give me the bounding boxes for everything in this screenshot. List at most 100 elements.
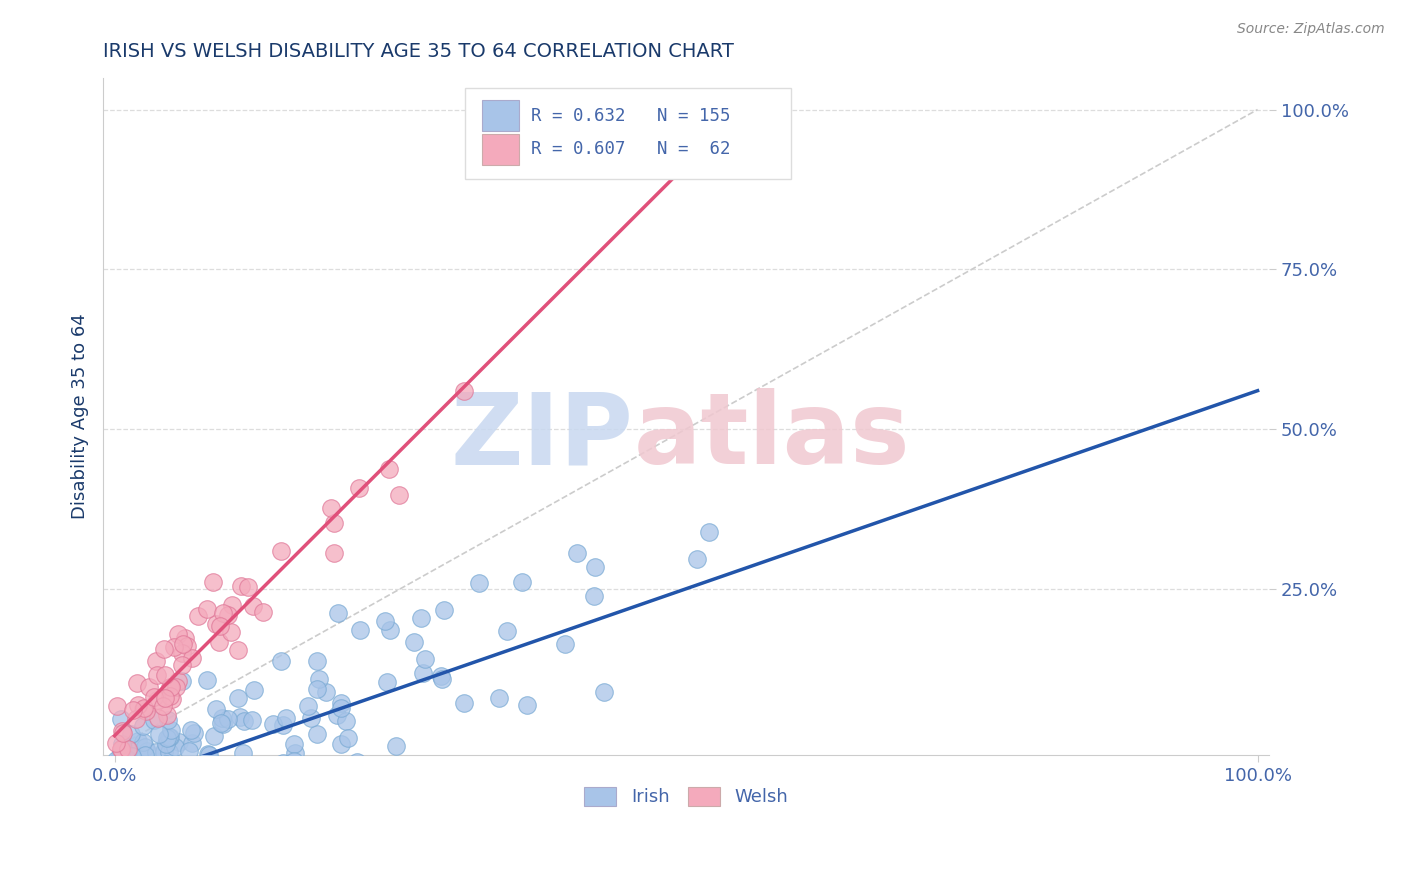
Point: [375, 675, 398, 690]
Point: [229, 766, 252, 780]
Point: [124, 772, 146, 786]
FancyBboxPatch shape: [482, 100, 519, 131]
Point: [252, 605, 274, 619]
Point: [166, 773, 188, 788]
Point: [219, 624, 242, 639]
Point: [200, 773, 222, 788]
Point: [117, 752, 139, 766]
Point: [197, 773, 219, 788]
Text: atlas: atlas: [634, 388, 910, 485]
Point: [453, 697, 475, 711]
Point: [143, 690, 166, 705]
Point: [138, 680, 160, 694]
Point: [110, 741, 132, 756]
Point: [145, 745, 167, 759]
Point: [157, 746, 180, 760]
Point: [114, 773, 136, 788]
Point: [165, 760, 187, 774]
Point: [104, 773, 127, 788]
Point: [217, 712, 239, 726]
Point: [121, 765, 143, 780]
Point: [150, 773, 173, 788]
Point: [204, 617, 226, 632]
Point: [105, 698, 128, 713]
Point: [208, 619, 231, 633]
Point: [209, 715, 232, 730]
Point: [242, 683, 264, 698]
Point: [402, 635, 425, 649]
Point: [273, 718, 295, 732]
Point: [271, 756, 294, 770]
Point: [125, 676, 148, 690]
Point: [262, 717, 284, 731]
Point: [128, 773, 150, 788]
Point: [167, 627, 190, 641]
Point: [124, 773, 146, 788]
Point: [488, 691, 510, 706]
Point: [232, 747, 254, 761]
Point: [233, 714, 256, 728]
Point: [159, 689, 181, 703]
Point: [212, 606, 235, 620]
Point: [346, 755, 368, 769]
Point: [582, 590, 605, 604]
Point: [305, 681, 328, 696]
Point: [307, 727, 329, 741]
Point: [228, 773, 250, 788]
Point: [172, 657, 194, 672]
Point: [110, 746, 132, 760]
Point: [149, 773, 172, 788]
Point: [697, 525, 720, 540]
Point: [226, 691, 249, 706]
Point: [114, 773, 136, 788]
Point: [112, 725, 135, 739]
Point: [117, 741, 139, 756]
Point: [240, 713, 263, 727]
Point: [132, 701, 155, 715]
Point: [155, 773, 177, 788]
Point: [686, 552, 709, 566]
Point: [433, 602, 456, 616]
Point: [146, 692, 169, 706]
Point: [131, 773, 153, 788]
Point: [329, 701, 352, 715]
Point: [252, 762, 274, 776]
Point: [152, 699, 174, 714]
Point: [299, 711, 322, 725]
Point: [120, 773, 142, 788]
Point: [207, 634, 229, 648]
Text: ZIP: ZIP: [451, 388, 634, 485]
Point: [125, 771, 148, 785]
Point: [323, 546, 346, 560]
Point: [187, 762, 209, 776]
Text: R = 0.632   N = 155: R = 0.632 N = 155: [531, 106, 731, 125]
Point: [274, 711, 297, 725]
Point: [177, 744, 200, 758]
Point: [111, 740, 134, 755]
Point: [121, 703, 143, 717]
Point: [308, 672, 330, 686]
Point: [201, 575, 224, 590]
Point: [322, 516, 344, 530]
Point: [111, 724, 134, 739]
Point: [593, 685, 616, 699]
Point: [385, 739, 408, 753]
Point: [205, 701, 228, 715]
Point: [326, 708, 349, 723]
Point: [163, 640, 186, 655]
FancyBboxPatch shape: [482, 134, 519, 165]
Point: [127, 773, 149, 788]
Point: [284, 747, 307, 761]
Point: [108, 773, 131, 788]
Point: [156, 731, 179, 746]
Point: [114, 773, 136, 788]
Point: [111, 737, 134, 751]
Point: [153, 745, 176, 759]
Point: [108, 751, 131, 765]
Point: [242, 599, 264, 613]
Point: [283, 737, 305, 751]
Point: [150, 773, 173, 788]
Point: [132, 719, 155, 733]
Point: [283, 754, 305, 768]
Y-axis label: Disability Age 35 to 64: Disability Age 35 to 64: [72, 313, 89, 519]
